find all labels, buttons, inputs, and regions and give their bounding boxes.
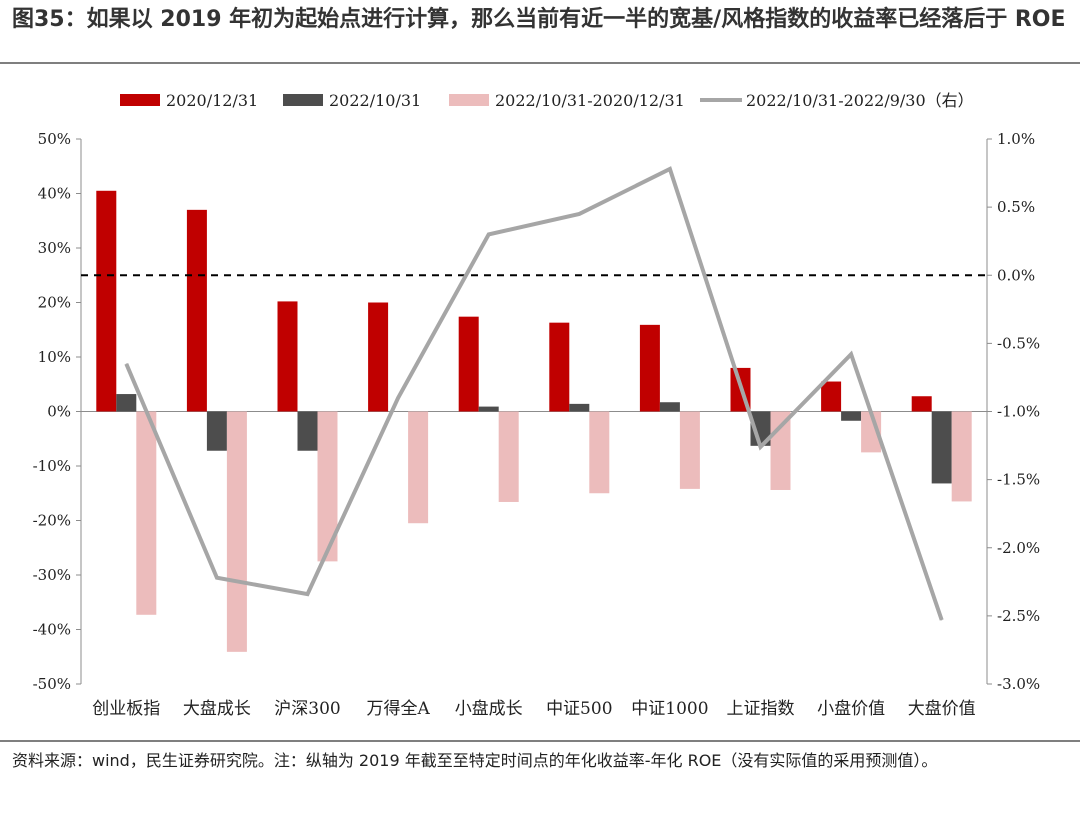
bar-2022-10-31-0: [116, 394, 137, 412]
legend-label-0: 2020/12/31: [166, 91, 258, 110]
category-labels: 创业板指 大盘成长 沪深300 万得全A 小盘成长 中证500 中证1000 上证指数 小盘价值…: [92, 699, 975, 719]
bar-2020-12-31-9: [911, 396, 932, 412]
line-point-3: [397, 397, 399, 399]
bar-2020-12-31-4: [458, 316, 479, 412]
category-label: 创业板指: [92, 699, 160, 719]
bars: [96, 190, 972, 652]
line-point-2: [307, 593, 308, 595]
left-tick-label: -30%: [33, 566, 71, 584]
bar-2020-12-31-3: [368, 302, 389, 412]
bar-2022-10-31-2: [297, 411, 318, 451]
line-series: [124, 166, 944, 621]
category-label: 万得全A: [366, 699, 430, 719]
line-point-4: [488, 233, 490, 235]
line-point-0: [125, 363, 127, 365]
footer-divider: [0, 740, 1080, 742]
left-tick-label: 10%: [38, 348, 71, 366]
bar-2020-12-31-2: [277, 301, 298, 412]
right-tick-label: -2.0%: [997, 539, 1040, 557]
line-point-5: [578, 213, 580, 215]
bar-2022-10-31-2020-12-31-4: [498, 411, 519, 502]
category-label: 大盘成长: [183, 699, 251, 719]
source-note: 资料来源：wind，民生证券研究院。注：纵轴为 2019 年截至至特定时间点的年…: [12, 751, 938, 770]
line-point-9: [941, 619, 943, 621]
line-point-7: [760, 446, 761, 448]
line-point-1: [216, 577, 218, 579]
category-label: 小盘价值: [817, 699, 885, 719]
legend-label-1: 2022/10/31: [329, 91, 421, 110]
legend-label-2: 2022/10/31-2020/12/31: [495, 91, 685, 110]
right-tick-label: -1.0%: [997, 403, 1040, 421]
left-tick-label: -40%: [33, 621, 71, 639]
line-point-8: [850, 353, 852, 355]
left-tick-label: -20%: [33, 512, 71, 530]
bar-2020-12-31-1: [186, 209, 207, 412]
bar-2022-10-31-2020-12-31-9: [951, 411, 972, 502]
bar-2020-12-31-6: [639, 324, 660, 412]
left-tick-label: -10%: [33, 457, 71, 475]
category-label: 小盘成长: [455, 699, 523, 719]
category-label: 中证1000: [631, 699, 708, 719]
left-tick-label: 40%: [38, 185, 71, 203]
bar-2020-12-31-0: [96, 190, 117, 412]
category-label: 上证指数: [727, 699, 795, 719]
bar-2022-10-31-6: [659, 402, 680, 412]
right-tick-label: 0.5%: [997, 198, 1035, 216]
legend-swatch-0: [120, 94, 160, 106]
bar-2022-10-31-2020-12-31-0: [136, 411, 157, 615]
right-axis: 1.0% 0.5% 0.0% -0.5% -1.0% -1.5% -2.0% -2.5% -3.…: [986, 130, 1040, 693]
bar-2022-10-31-9: [931, 411, 952, 484]
combo-chart: 2020/12/31 2022/10/31 2022/10/31-2020/12/3…: [33, 91, 1041, 719]
line-series-path: [124, 166, 944, 621]
legend-swatch-1: [283, 94, 323, 106]
left-tick-label: 0%: [47, 403, 71, 421]
right-tick-label: -3.0%: [997, 675, 1040, 693]
bar-2022-10-31-2020-12-31-3: [408, 411, 429, 524]
chart-title: 图35：如果以 2019 年初为起始点进行计算，那么当前有近一半的宽基/风格指数…: [12, 7, 1066, 32]
bar-2020-12-31-5: [549, 322, 570, 412]
category-label: 中证500: [546, 699, 612, 719]
right-tick-label: 0.0%: [997, 266, 1035, 284]
category-label: 大盘价值: [908, 699, 976, 719]
bar-2020-12-31-8: [821, 381, 842, 412]
bar-2022-10-31-2020-12-31-1: [226, 411, 247, 652]
category-label: 沪深300: [274, 699, 340, 719]
legend-label-3: 2022/10/31-2022/9/30（右）: [746, 91, 974, 110]
title-divider: [0, 62, 1080, 64]
bar-2022-10-31-2020-12-31-7: [770, 411, 791, 490]
legend: 2020/12/31 2022/10/31 2022/10/31-2020/12/3…: [120, 91, 974, 110]
left-tick-label: -50%: [33, 675, 71, 693]
right-tick-label: 1.0%: [997, 130, 1035, 148]
bar-2022-10-31-8: [841, 411, 862, 421]
bar-2022-10-31-2020-12-31-6: [679, 411, 700, 489]
left-tick-label: 30%: [38, 239, 71, 257]
line-point-6: [669, 168, 671, 170]
bar-2022-10-31-2020-12-31-2: [317, 411, 338, 562]
left-tick-label: 20%: [38, 294, 71, 312]
bar-2022-10-31-2020-12-31-5: [589, 411, 610, 494]
bar-2022-10-31-5: [569, 403, 590, 412]
bar-2022-10-31-4: [478, 406, 499, 412]
right-tick-label: -2.5%: [997, 607, 1040, 625]
left-axis: 50% 40% 30% 20% 10% 0% -10% -20% -30% -40% -50%: [33, 130, 987, 693]
legend-swatch-2: [449, 94, 489, 106]
left-tick-label: 50%: [38, 130, 71, 148]
right-tick-label: -0.5%: [997, 334, 1040, 352]
right-tick-label: -1.5%: [997, 471, 1040, 489]
bar-2022-10-31-1: [206, 411, 227, 451]
